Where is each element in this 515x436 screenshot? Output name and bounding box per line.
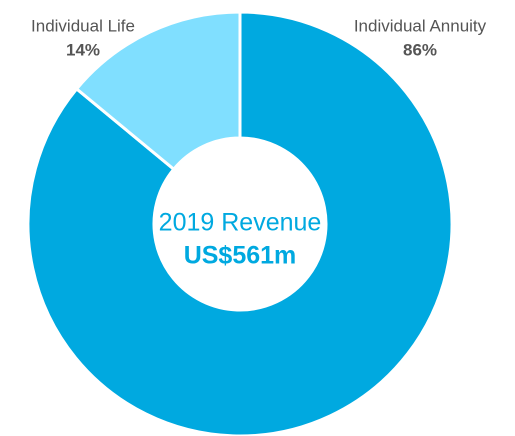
center-value: US$561m [184,242,297,270]
slice-value-label: 86% [403,40,437,59]
center-title: 2019 Revenue [159,209,322,237]
slice [26,10,454,436]
slice-value-label: 14% [66,40,100,59]
slice-label: Individual Life [31,16,135,35]
slice-label: Individual Annuity [354,16,487,35]
slice [74,10,242,172]
